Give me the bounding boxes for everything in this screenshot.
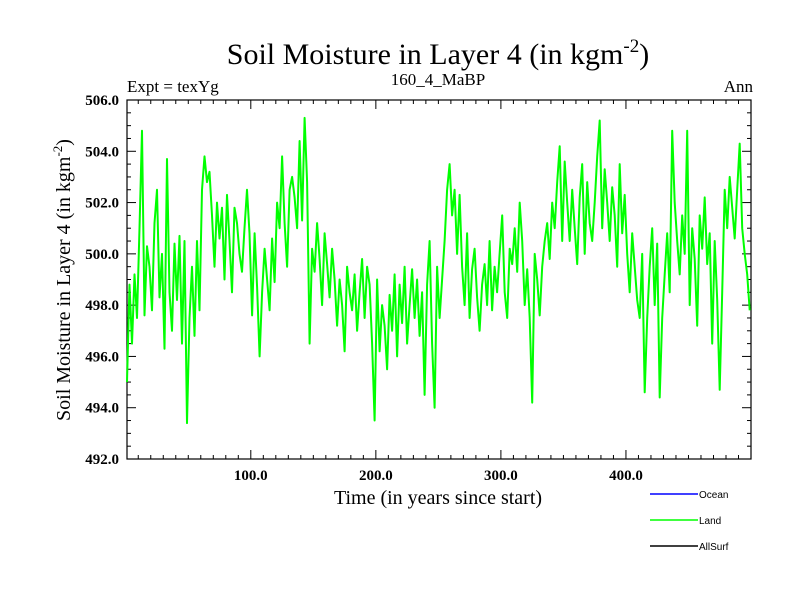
- y-tick-label: 492.0: [85, 452, 119, 468]
- x-tick-label: 300.0: [484, 468, 518, 484]
- chart-title-end: ): [639, 38, 649, 71]
- x-axis: 100.0 200.0 300.0 400.0: [234, 100, 643, 484]
- y-axis-label-superscript: -2: [50, 146, 65, 157]
- x-tick-label: 100.0: [234, 468, 268, 484]
- x-tick-label: 400.0: [609, 468, 643, 484]
- y-axis: 492.0 494.0 496.0 498.0 500.0 502.0 504.0 506.0: [85, 93, 751, 468]
- legend-label-land: Land: [699, 516, 721, 527]
- y-axis-label: Soil Moisture in Layer 4 (in kgm-2): [50, 139, 75, 421]
- chart-title-superscript: -2: [623, 36, 639, 57]
- x-tick-label: 200.0: [359, 468, 393, 484]
- y-tick-label: 504.0: [85, 144, 119, 160]
- series-line-land: [126, 116, 751, 425]
- y-tick-label: 494.0: [85, 401, 119, 417]
- y-axis-label-end: ): [53, 139, 75, 146]
- legend-label-ocean: Ocean: [699, 490, 728, 501]
- legend-label-allsurf: AllSurf: [699, 542, 729, 553]
- x-axis-label: Time (in years since start): [334, 487, 542, 509]
- y-tick-label: 500.0: [85, 247, 119, 263]
- y-tick-label: 506.0: [85, 93, 119, 109]
- y-tick-label: 498.0: [85, 298, 119, 314]
- subtitle-center: 160_4_MaBP: [391, 70, 485, 89]
- x-minor-ticks: [137, 100, 739, 459]
- y-tick-label: 502.0: [85, 196, 119, 212]
- chart-title: Soil Moisture in Layer 4 (in kgm-2): [227, 36, 649, 71]
- subtitle-left: Expt = texYg: [127, 77, 219, 96]
- y-tick-label: 496.0: [85, 349, 119, 365]
- series-group: [126, 116, 751, 425]
- legend: Ocean Land AllSurf: [650, 490, 729, 553]
- subtitle-right: Ann: [724, 77, 754, 96]
